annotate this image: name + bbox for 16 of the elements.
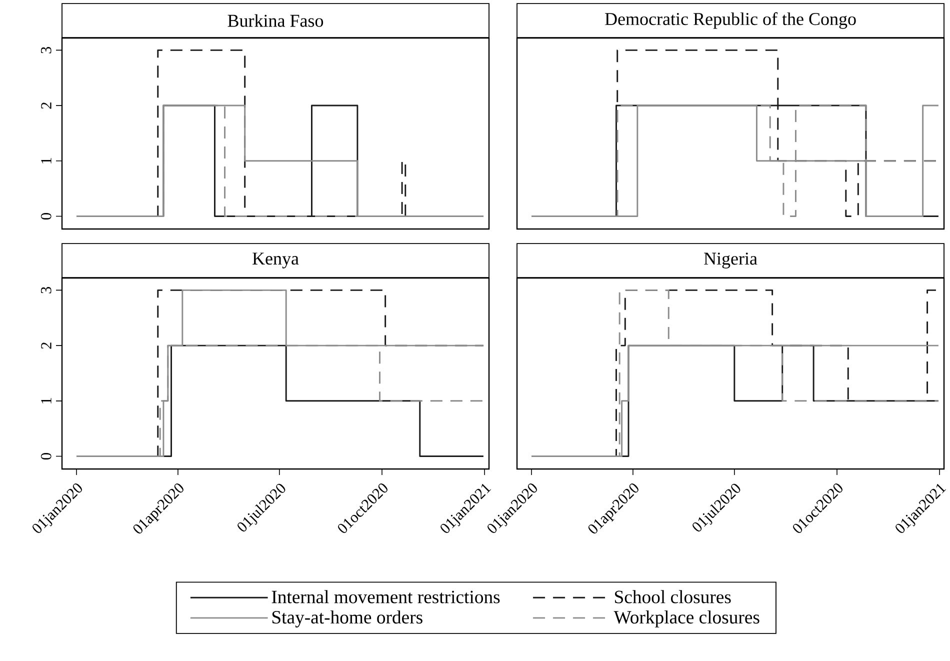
chart-title: Nigeria: [704, 252, 758, 268]
y-tick-label: 0: [40, 213, 52, 220]
y-tick-label: 2: [41, 102, 52, 109]
legend-label: Workplace closures: [614, 610, 760, 628]
chart-title: Democratic Republic of the Congo: [605, 12, 856, 29]
y-tick-label: 3: [41, 286, 52, 294]
y-tick-label: 3: [41, 46, 52, 54]
y-tick-label: 0: [40, 453, 52, 460]
legend-label: School closures: [615, 590, 731, 604]
y-tick-label: 1: [41, 398, 52, 404]
chart-title: Burkina Faso: [228, 14, 324, 27]
legend-label: Internal movement restrictions: [272, 590, 500, 604]
legend-label: Stay-at-home orders: [272, 610, 422, 628]
y-tick-label: 2: [41, 342, 52, 349]
y-tick-label: 1: [41, 158, 52, 164]
chart-title: Kenya: [252, 252, 299, 268]
